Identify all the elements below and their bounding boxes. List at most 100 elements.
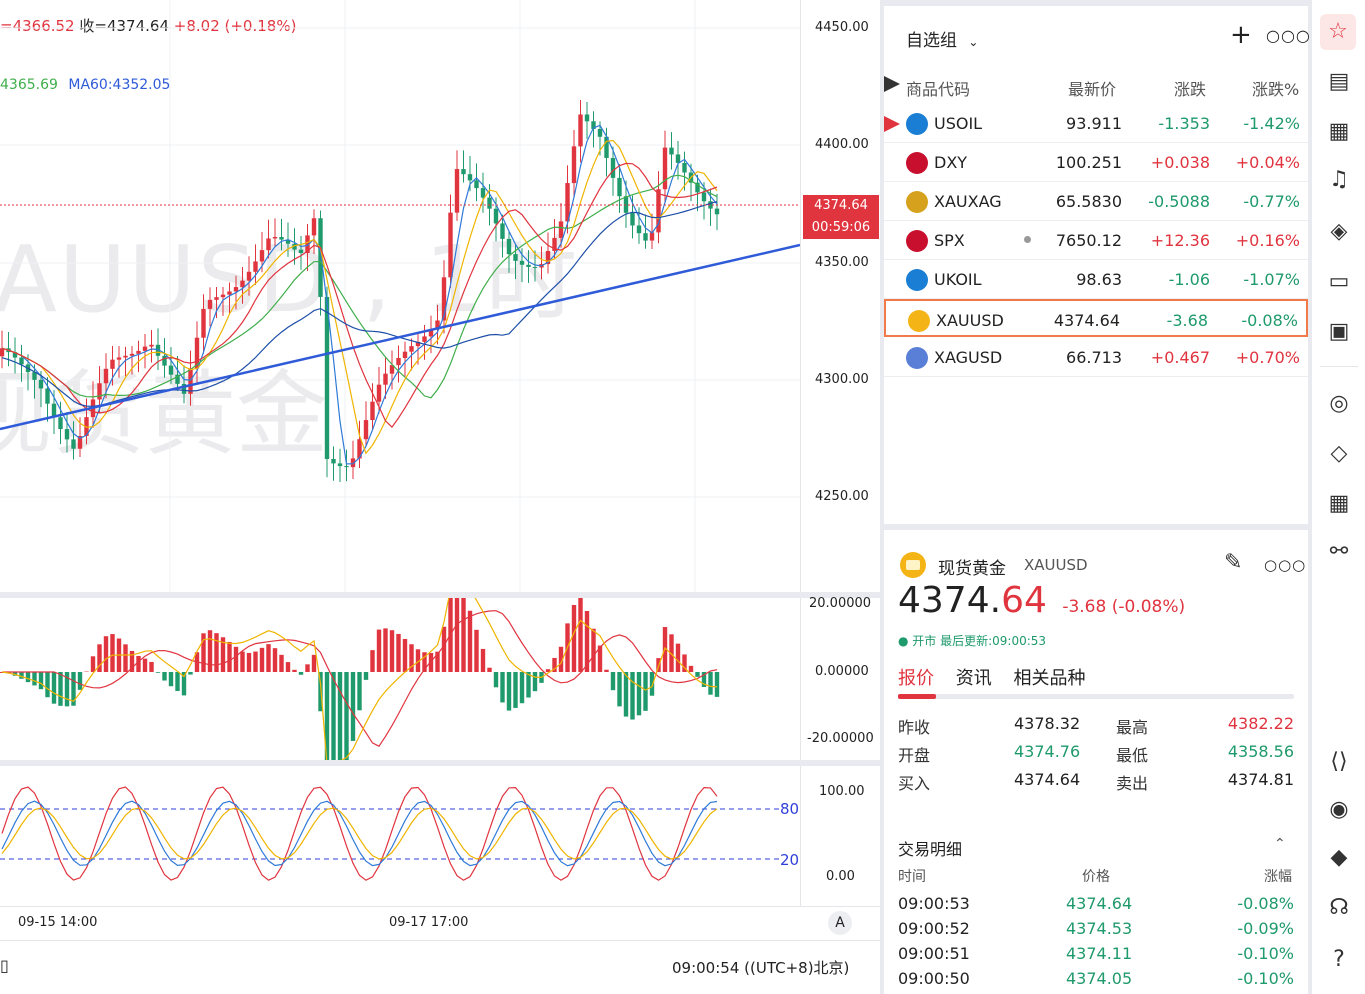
row-pct: +0.04% bbox=[1235, 153, 1300, 172]
trade-time: 09:00:50 bbox=[898, 969, 970, 988]
trade-price: 4374.05 bbox=[1066, 969, 1133, 988]
us-flag-icon bbox=[906, 230, 928, 252]
row-chg: -0.5088 bbox=[1148, 192, 1210, 211]
trade-header-pct: 涨幅 bbox=[1264, 869, 1292, 885]
stat-label: 昨收 bbox=[898, 718, 931, 737]
row-sym: UKOIL bbox=[934, 270, 982, 289]
more-options-icon[interactable]: ○○○ bbox=[1266, 26, 1311, 45]
stat-label: 卖出 bbox=[1116, 774, 1149, 793]
alert-bell-icon[interactable]: ♫ bbox=[1329, 167, 1349, 192]
tab-related[interactable]: 相关品种 bbox=[1013, 668, 1086, 689]
last-price-tag: 4374.64 00:59:06 bbox=[803, 195, 879, 239]
kdj-axis[interactable]: 100.00 0.00 bbox=[800, 766, 880, 906]
layers-icon[interactable]: ◈ bbox=[1330, 219, 1348, 244]
detail-name: 现货黄金 bbox=[938, 559, 1006, 579]
watchlist-row[interactable]: DXY 100.251 +0.038 +0.04% bbox=[884, 143, 1308, 182]
price-axis[interactable]: 4450.00 4400.00 4350.00 4300.00 4250.00 … bbox=[800, 0, 880, 592]
watchlist-row[interactable]: XAGUSD 66.713 +0.467 +0.70% bbox=[884, 338, 1308, 377]
macd-chart[interactable] bbox=[0, 598, 800, 760]
last-price-value: 4374.64 bbox=[814, 198, 868, 213]
clock-timezone[interactable]: 09:00:54 ((UTC+8)北京) bbox=[672, 959, 850, 977]
trade-time: 09:00:51 bbox=[898, 944, 970, 963]
gold-icon bbox=[900, 552, 926, 578]
trade-pct: -0.10% bbox=[1237, 969, 1294, 988]
watchlist-row[interactable]: USOIL 93.911 -1.353 -1.42% bbox=[884, 104, 1308, 143]
price-chart[interactable] bbox=[0, 0, 800, 592]
row-last: 93.911 bbox=[1066, 114, 1122, 133]
row-sym: SPX bbox=[934, 231, 965, 250]
row-last: 98.63 bbox=[1076, 270, 1122, 289]
stat-value: 4378.32 bbox=[1014, 714, 1081, 733]
symbol-detail-panel: 现货黄金 XAUUSD ✎ ○○○ 4374.64 -3.68 (-0.08%)… bbox=[884, 530, 1308, 994]
detail-tabs: 报价 资讯 相关品种 bbox=[898, 664, 1085, 690]
trade-row: 09:00:52 4374.53 -0.09% bbox=[884, 919, 1308, 944]
add-symbol-icon[interactable]: + bbox=[1230, 20, 1252, 50]
trade-time: 09:00:53 bbox=[898, 894, 970, 913]
grid-table-icon[interactable]: ▦ bbox=[1328, 491, 1350, 516]
collapse-icon[interactable]: ⌃ bbox=[1274, 836, 1286, 852]
macd-axis[interactable]: 20.00000 0.00000 -20.00000 bbox=[800, 596, 880, 760]
edit-icon[interactable]: ✎ bbox=[1224, 550, 1243, 575]
watchlist-row[interactable]: SPX 7650.12 +12.36 +0.16% bbox=[884, 221, 1308, 260]
row-last: 66.713 bbox=[1066, 348, 1122, 367]
flag-icon[interactable] bbox=[884, 116, 900, 132]
trade-pct: -0.10% bbox=[1237, 944, 1294, 963]
auto-scale-button[interactable]: A bbox=[828, 911, 852, 935]
row-sym: USOIL bbox=[934, 114, 983, 133]
row-chg: +12.36 bbox=[1150, 231, 1210, 250]
more-options-icon[interactable]: ○○○ bbox=[1264, 556, 1307, 574]
time-axis[interactable]: 09-15 14:00 09-17 17:00 A bbox=[0, 906, 880, 940]
macd-tick: 0.00000 bbox=[815, 664, 869, 679]
row-last: 7650.12 bbox=[1055, 231, 1122, 250]
row-pct: -0.08% bbox=[1241, 311, 1298, 330]
trade-pct: -0.09% bbox=[1237, 919, 1294, 938]
help-icon[interactable]: ? bbox=[1333, 947, 1345, 972]
tab-news[interactable]: 资讯 bbox=[955, 668, 992, 689]
row-last: 65.5830 bbox=[1055, 192, 1122, 211]
watchlist-header: 商品代码 最新价 涨跌 涨跌% bbox=[884, 66, 1308, 104]
row-sym: XAGUSD bbox=[934, 348, 1003, 367]
silver-icon bbox=[906, 347, 928, 369]
header-code[interactable]: 商品代码 bbox=[906, 80, 971, 99]
header-pct[interactable]: 涨跌% bbox=[1252, 80, 1300, 99]
headset-icon[interactable]: ☊ bbox=[1329, 895, 1349, 920]
code-brackets-icon[interactable]: ⟨⟩ bbox=[1330, 749, 1348, 774]
trade-row: 09:00:53 4374.64 -0.08% bbox=[884, 894, 1308, 919]
row-pct: +0.16% bbox=[1235, 231, 1300, 250]
stat-value: 4382.22 bbox=[1227, 714, 1294, 733]
chevron-down-icon: ⌄ bbox=[968, 35, 979, 49]
ohlc-close: 收=4374.64 bbox=[79, 17, 169, 35]
watchlist-row[interactable]: XAUXAG 65.5830 -0.5088 -0.77% bbox=[884, 182, 1308, 221]
watchlist-group-dropdown[interactable]: 自选组 ⌄ bbox=[906, 26, 978, 51]
watchlist-star-icon[interactable]: ☆ bbox=[1320, 14, 1356, 50]
flag-icon[interactable] bbox=[884, 76, 900, 92]
academy-icon[interactable]: ◇ bbox=[1330, 441, 1348, 466]
row-pct: +0.70% bbox=[1235, 348, 1300, 367]
chat-icon[interactable]: ▣ bbox=[1328, 319, 1350, 344]
tab-quote[interactable]: 报价 bbox=[898, 668, 934, 689]
kdj-chart[interactable] bbox=[0, 766, 800, 906]
us-flag-icon bbox=[906, 152, 928, 174]
chart-area[interactable]: =4366.52 收=4374.64 +8.02 (+0.18%) 4365.6… bbox=[0, 0, 880, 994]
stat-value: 4374.81 bbox=[1227, 770, 1294, 789]
row-pct: -1.07% bbox=[1243, 270, 1300, 289]
header-chg[interactable]: 涨跌 bbox=[1174, 80, 1207, 99]
bar-countdown: 00:59:06 bbox=[811, 220, 871, 235]
header-last[interactable]: 最新价 bbox=[1068, 80, 1117, 99]
video-icon[interactable]: ▭ bbox=[1328, 269, 1350, 294]
ma-legend-a: 4365.69 bbox=[0, 77, 58, 93]
macd-tick: 20.00000 bbox=[809, 596, 872, 611]
row-pct: -0.77% bbox=[1243, 192, 1300, 211]
watchlist-row[interactable]: UKOIL 98.63 -1.06 -1.07% bbox=[884, 260, 1308, 299]
robot-icon[interactable]: ◉ bbox=[1329, 797, 1349, 822]
news-icon[interactable]: ▤ bbox=[1328, 69, 1350, 94]
network-icon[interactable]: ⚯ bbox=[1329, 539, 1349, 564]
calendar-icon[interactable]: ▯ bbox=[0, 956, 9, 975]
signal-icon[interactable]: ◎ bbox=[1329, 391, 1349, 416]
watchlist-row[interactable]: XAUUSD 4374.64 -3.68 -0.08% bbox=[884, 299, 1308, 337]
trend-line[interactable] bbox=[0, 243, 800, 431]
kdj-tick: 0.00 bbox=[826, 869, 855, 884]
handshake-icon[interactable]: ◆ bbox=[1330, 845, 1348, 870]
ohlc-change: +8.02 (+0.18%) bbox=[173, 17, 297, 35]
calendar-icon[interactable]: ▦ bbox=[1328, 119, 1350, 144]
